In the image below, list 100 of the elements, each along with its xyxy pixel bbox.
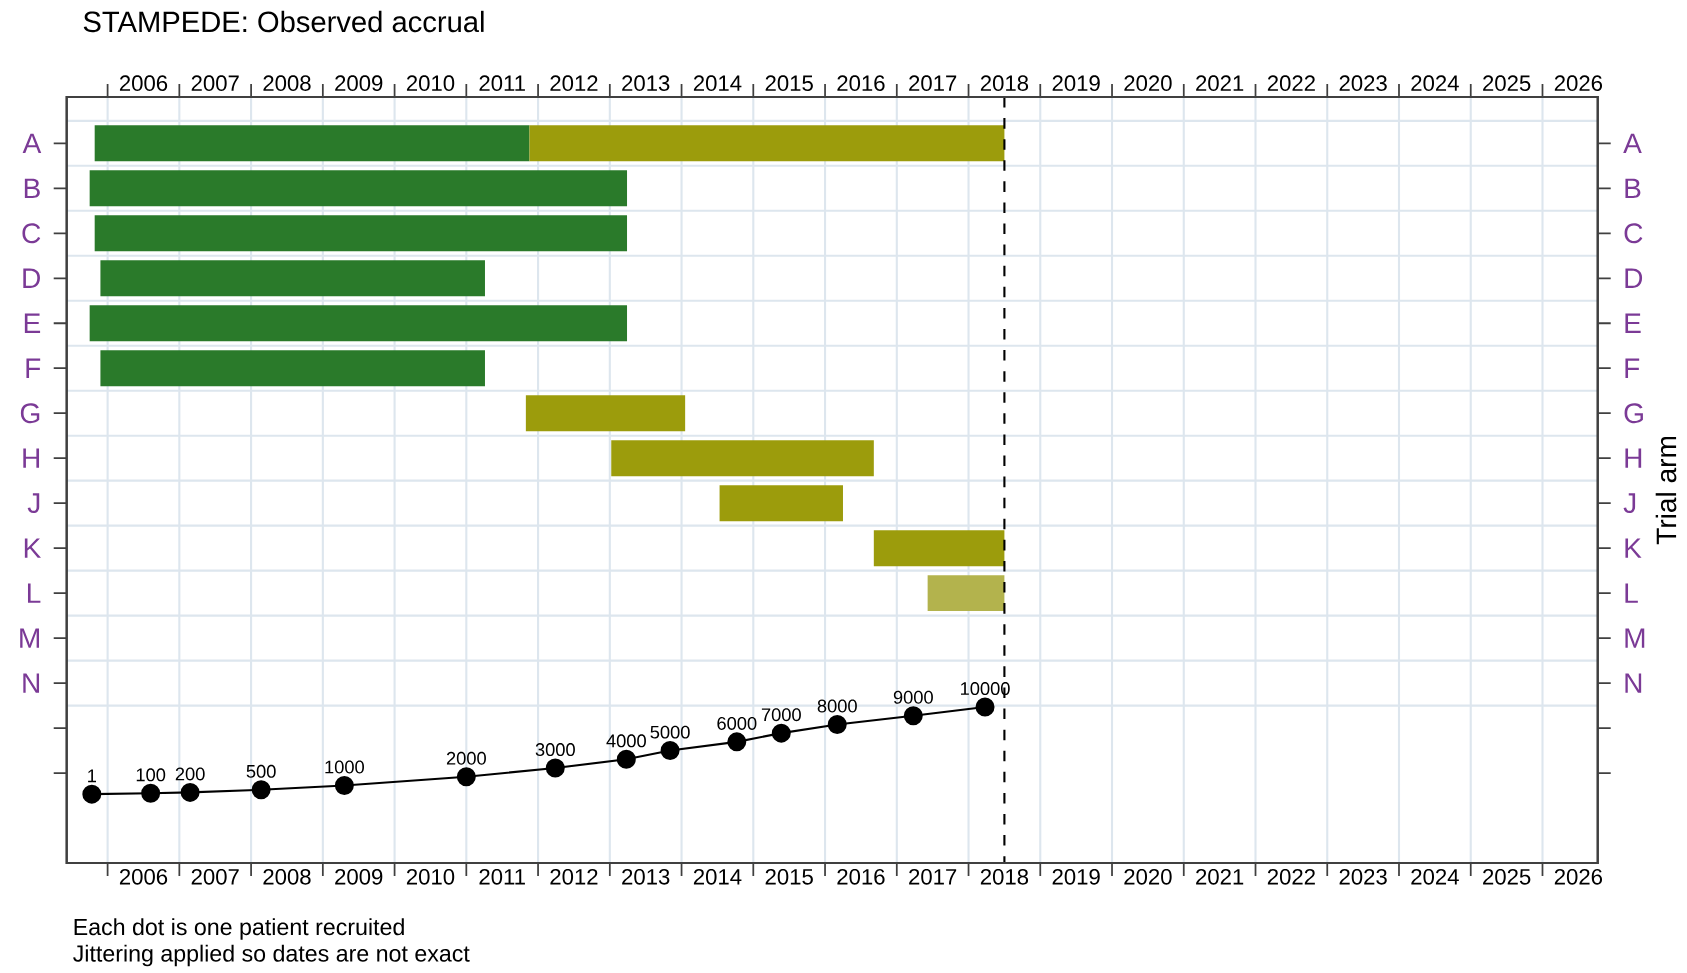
x-tick-label: 2007 [191,75,239,92]
text: Jittering applied so dates are not exact [73,944,470,967]
y-tick-label: G [1624,403,1643,424]
x2-tick-label: 2007 [191,868,239,885]
x2-tick-label: 2020 [1124,868,1172,885]
point [251,780,271,800]
x-tick-label: 2019 [1052,75,1100,92]
x-tick-label: 2008 [263,75,311,92]
data-label: 9000 [893,690,933,704]
bar [94,125,530,162]
text: Each dot is one patient recruited [74,918,404,940]
category-label: H [23,448,40,468]
data-label: 4000 [606,734,646,748]
x2-tick-label: 2006 [119,868,168,885]
point [141,783,161,803]
y-axis-title: Trial arm [1655,436,1677,545]
bar [873,530,1005,567]
x-tick-label: 2016 [837,75,885,92]
data-label: 10000 [961,682,1010,696]
x-tick-label: 2009 [335,75,383,92]
x-tick-label: 2020 [1124,75,1172,92]
bar [89,170,628,207]
category-label: B [24,178,40,198]
y-tick-label: A [1623,133,1642,153]
point [545,758,565,778]
category-label: E [24,313,41,333]
x2-tick-label: 2019 [1052,868,1100,885]
bar [611,440,874,477]
x2-tick-label: 2022 [1267,868,1315,885]
x2-tick-label: 2008 [263,868,311,885]
x-tick-label: 2011 [479,75,525,92]
point [975,697,995,717]
x2-tick-label: 2021 [1196,868,1244,885]
x2-tick-label: 2017 [909,868,957,885]
x-tick-label: 2024 [1411,75,1459,92]
category-label: N [23,673,40,693]
category-label: K [24,538,41,558]
x2-tick-label: 2009 [335,868,383,885]
x-tick-label: 2015 [765,75,813,92]
x-tick-label: 2006 [119,75,168,92]
bar [927,575,1005,612]
x2-tick-label: 2016 [837,868,885,885]
y-tick-label: L [1625,583,1638,603]
data-label: 7000 [761,708,801,722]
data-label: 100 [136,768,166,782]
data-label: 500 [246,764,276,778]
y-tick-label: C [1624,223,1643,244]
point [903,706,923,726]
x-tick-label: 2018 [980,75,1029,92]
data-label: 1000 [325,760,364,774]
x2-tick-label: 2026 [1554,868,1603,885]
x-tick-label: 2012 [550,75,598,92]
x-tick-label: 2010 [406,75,455,92]
point [771,723,791,743]
y-tick-label: D [1625,268,1643,288]
x2-tick-label: 2023 [1339,868,1387,885]
x-tick-label: 2022 [1267,75,1315,92]
x2-tick-label: 2011 [479,868,525,885]
bar [525,395,686,432]
x2-tick-label: 2013 [622,868,670,885]
data-label: 1 [88,769,96,783]
data-label: 2000 [446,751,486,765]
y-tick-label: E [1625,313,1641,333]
x2-tick-label: 2025 [1483,868,1531,885]
point [660,741,680,761]
x-tick-label: 2013 [622,75,670,92]
category-label: F [26,358,41,378]
bar [100,260,485,297]
category-label: M [20,628,39,648]
x2-tick-label: 2024 [1411,868,1459,885]
category-label: D [23,268,40,288]
point [456,767,476,787]
point [334,775,354,795]
y-tick-label: H [1625,448,1642,468]
y-tick-label: K [1625,538,1642,558]
category-label: A [22,133,42,153]
x-tick-label: 2025 [1483,75,1531,92]
y-tick-label: J [1623,493,1636,513]
x2-tick-label: 2014 [693,868,742,885]
data-label: 8000 [817,699,857,713]
x2-tick-label: 2018 [980,868,1029,885]
bar [529,125,1005,162]
category-label: L [27,583,41,603]
bar [94,215,628,252]
point [827,714,847,734]
x2-tick-label: 2015 [765,868,813,885]
x-tick-label: 2026 [1554,75,1603,92]
y-tick-label: F [1625,358,1640,378]
y-tick-label: N [1625,673,1642,693]
data-label: 3000 [535,743,575,757]
y-tick-label: M [1625,628,1645,648]
category-label: G [20,403,40,424]
point [82,784,102,804]
x-tick-label: 2023 [1339,75,1387,92]
chart-title: STAMPEDE: Observed accrual [83,10,484,33]
bar [100,350,485,387]
point [727,732,747,752]
x-tick-label: 2017 [909,75,957,92]
point [180,782,200,802]
bar [89,305,628,342]
